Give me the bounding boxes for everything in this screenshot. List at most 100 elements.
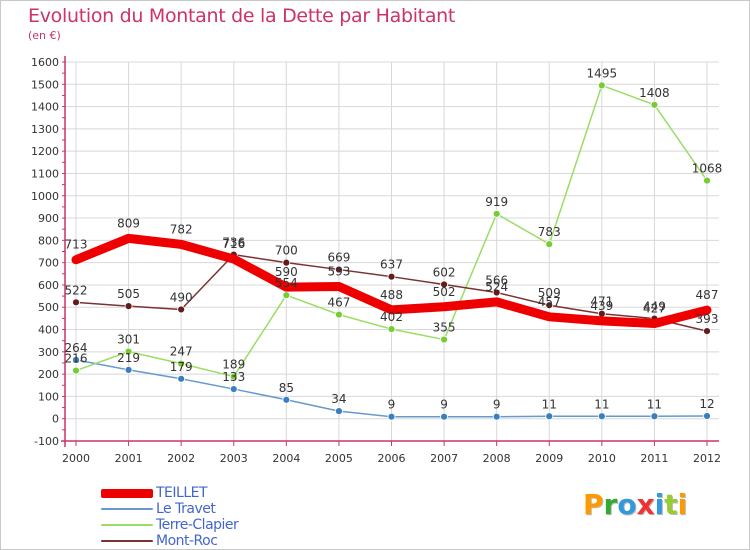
value-label-montroc: 522: [65, 283, 88, 297]
value-label-terreclapier: 301: [117, 333, 140, 347]
value-label-letravet: 11: [647, 397, 662, 411]
value-label-letravet: 9: [388, 398, 396, 412]
y-tick-label: 200: [38, 368, 59, 381]
data-point-letravet: [545, 412, 554, 421]
value-label-terreclapier: 1408: [639, 86, 670, 100]
data-point-montroc: [335, 265, 343, 274]
y-tick-label: 1500: [31, 78, 59, 91]
proxiti-logo: Proxiti: [583, 488, 687, 521]
value-label-teillet: 427: [643, 302, 666, 316]
y-tick-label: 300: [38, 346, 59, 359]
logo-letter: i: [677, 488, 688, 521]
x-tick-label: 2011: [640, 452, 668, 465]
data-point-terreclapier: [229, 372, 238, 381]
value-label-teillet: 809: [117, 216, 140, 230]
value-label-letravet: 34: [331, 392, 346, 406]
data-point-letravet: [440, 412, 448, 421]
x-tick-label: 2012: [693, 452, 721, 465]
y-tick-label: -100: [34, 435, 59, 448]
data-point-terreclapier: [335, 310, 343, 319]
value-label-montroc: 449: [643, 300, 666, 314]
value-label-montroc: 700: [275, 244, 298, 258]
value-label-montroc: 471: [590, 295, 613, 309]
data-point-letravet: [72, 355, 80, 364]
y-tick-label: 1400: [31, 101, 59, 114]
x-tick-label: 2007: [430, 452, 458, 465]
data-point-terreclapier: [124, 347, 133, 356]
data-point-letravet: [229, 385, 238, 393]
data-point-letravet: [282, 395, 291, 404]
value-label-letravet: 264: [65, 341, 88, 355]
logo-letter: t: [664, 488, 678, 521]
series-layer: [71, 81, 712, 421]
value-label-teillet: 457: [538, 295, 561, 309]
y-tick-label: 500: [38, 301, 59, 314]
data-point-montroc: [492, 288, 501, 297]
legend-swatch-mont-roc: [101, 540, 153, 542]
value-label-letravet: 219: [117, 351, 140, 365]
value-label-teillet: 524: [485, 280, 508, 294]
x-tick-label: 2006: [378, 452, 406, 465]
value-label-terreclapier: 189: [222, 358, 245, 372]
y-tick-label: 1200: [31, 145, 59, 158]
data-point-letravet: [703, 412, 711, 420]
legend-label-terre-clapier: Terre-Clapier: [156, 517, 239, 533]
data-point-letravet: [124, 365, 133, 374]
data-point-terreclapier: [492, 209, 501, 218]
series-line-teillet: [71, 233, 712, 329]
value-label-terreclapier: 1495: [587, 66, 618, 80]
value-label-letravet: 133: [222, 370, 245, 384]
y-tick-label: 100: [38, 390, 59, 403]
data-point-terreclapier: [282, 291, 291, 300]
logo-letter: o: [617, 488, 637, 521]
y-tick-label: 600: [38, 279, 59, 292]
value-label-montroc: 505: [117, 287, 140, 301]
y-tick-label: 400: [38, 324, 59, 337]
data-point-terreclapier: [177, 359, 186, 368]
y-tick-label: 1100: [31, 167, 59, 180]
data-point-montroc: [387, 272, 396, 281]
axis-layer: -100 0 100 200 300 400 500 600 700 800 900 1000 1100…: [31, 56, 721, 465]
value-label-teillet: 590: [275, 265, 298, 279]
value-label-terreclapier: 355: [433, 321, 456, 335]
legend-label-le-travet: Le Travet: [156, 501, 216, 517]
x-tick-label: 2005: [325, 452, 353, 465]
x-tick-label: 2009: [535, 452, 563, 465]
legend-label-mont-roc: Mont-Roc: [156, 533, 218, 549]
data-point-terreclapier: [703, 176, 711, 185]
x-tick-label: 2008: [483, 452, 511, 465]
data-point-letravet: [492, 412, 501, 421]
value-label-montroc: 393: [696, 312, 719, 326]
value-label-terreclapier: 216: [65, 352, 88, 366]
logo-letter: r: [603, 488, 618, 521]
value-label-letravet: 9: [493, 398, 501, 412]
logo-letter: x: [636, 488, 655, 521]
value-label-teillet: 716: [222, 237, 245, 251]
data-point-letravet: [650, 412, 659, 421]
data-point-montroc: [72, 298, 80, 307]
x-tick-label: 2002: [167, 452, 195, 465]
data-point-letravet: [335, 407, 343, 416]
y-tick-label: 900: [38, 212, 59, 225]
x-tick-label: 2003: [220, 452, 248, 465]
value-label-terreclapier: 247: [170, 345, 193, 359]
data-point-montroc: [703, 327, 711, 335]
data-point-terreclapier: [650, 100, 659, 109]
value-label-terreclapier: 783: [538, 225, 561, 239]
value-label-terreclapier: 402: [380, 310, 403, 324]
data-point-letravet: [387, 412, 396, 421]
value-label-letravet: 179: [170, 360, 193, 374]
value-label-teillet: 713: [65, 238, 88, 252]
value-label-montroc: 669: [327, 251, 350, 265]
data-point-montroc: [440, 280, 448, 289]
data-point-montroc: [177, 305, 186, 314]
value-label-terreclapier: 1068: [692, 162, 723, 176]
value-label-montroc: 490: [170, 290, 193, 304]
y-tick-label: 1000: [31, 190, 59, 203]
value-label-letravet: 12: [699, 397, 714, 411]
data-point-terreclapier: [72, 366, 80, 375]
chart-title: Evolution du Montant de la Dette par Hab…: [28, 5, 456, 27]
value-label-letravet: 85: [279, 381, 294, 395]
